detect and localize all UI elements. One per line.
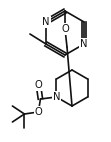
Text: N: N bbox=[53, 92, 60, 102]
Text: O: O bbox=[35, 107, 42, 117]
Text: O: O bbox=[35, 80, 42, 90]
Text: O: O bbox=[61, 24, 69, 34]
Text: N: N bbox=[42, 17, 50, 27]
Text: N: N bbox=[80, 39, 88, 49]
